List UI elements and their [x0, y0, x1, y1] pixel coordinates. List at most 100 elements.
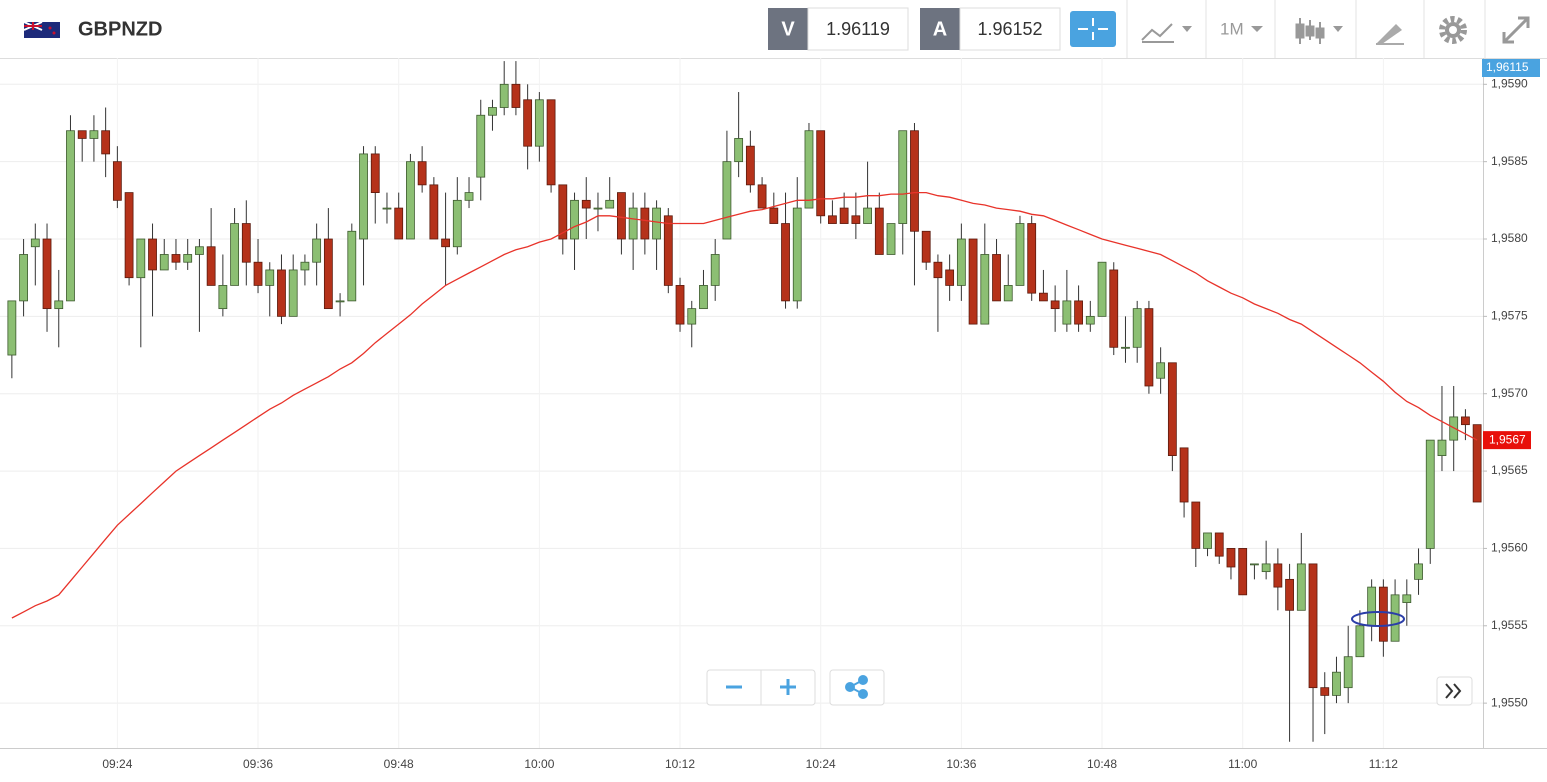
- candle-body: [898, 130, 908, 224]
- timeframe-caret: [1251, 26, 1263, 32]
- candle-body: [441, 238, 450, 248]
- candle-body: [1203, 532, 1212, 549]
- candle-body: [30, 238, 40, 248]
- candle-body: [230, 223, 239, 286]
- bid-tag-box: [1482, 59, 1540, 77]
- candle-body: [1121, 346, 1130, 349]
- candle-body: [745, 145, 755, 186]
- candle-body: [874, 207, 884, 255]
- x-tick-label: 09:24: [102, 757, 132, 771]
- candle-body: [265, 269, 275, 286]
- candle-body: [945, 269, 955, 286]
- candles-button[interactable]: [1295, 18, 1343, 44]
- last-price-box: [1483, 431, 1531, 450]
- buy-price: 1.96152: [977, 19, 1042, 39]
- candle-body: [992, 254, 1001, 302]
- candle-body: [675, 285, 685, 325]
- candle-body: [581, 199, 591, 209]
- candle-body: [1097, 261, 1107, 317]
- chart-type-button[interactable]: [1141, 23, 1192, 43]
- candle-body: [652, 207, 661, 240]
- candle-body: [406, 161, 415, 240]
- candle-body: [523, 99, 533, 147]
- candle-body: [1191, 501, 1201, 549]
- candle-body: [558, 184, 568, 240]
- fullscreen-button[interactable]: [1502, 16, 1530, 44]
- candle-body: [136, 238, 146, 279]
- candle-body: [1167, 362, 1177, 457]
- candle-body: [956, 238, 966, 286]
- x-tick-label: 10:00: [524, 757, 554, 771]
- candle-body: [288, 269, 298, 317]
- candle-body: [699, 285, 708, 310]
- candle-body: [382, 207, 392, 210]
- candle-body: [1296, 563, 1306, 611]
- timeframe[interactable]: 1M: [1220, 19, 1244, 38]
- candle-body: [1390, 594, 1400, 642]
- candle-body: [1378, 586, 1388, 642]
- candle-body: [499, 83, 509, 108]
- plot-area: 1,9550 1,9555 1,9560 1,9565 1,9570 1,9575 1,95…: [0, 58, 1528, 771]
- candle-body: [769, 207, 779, 224]
- x-tick-label: 09:48: [384, 757, 414, 771]
- candle-body: [886, 223, 896, 255]
- settings-button[interactable]: [1439, 16, 1467, 44]
- candle-body: [1261, 563, 1271, 573]
- y-tick-label: 1,9570: [1491, 386, 1528, 400]
- last-price-label: 1,9567: [1489, 432, 1526, 446]
- candle-body: [757, 184, 767, 209]
- candle-body: [734, 138, 744, 163]
- x-tick-label: 10:12: [665, 757, 695, 771]
- candle-body: [1238, 548, 1248, 596]
- candle-body: [359, 153, 368, 240]
- candle-body: [593, 207, 603, 210]
- candle-body: [218, 285, 228, 310]
- candle-body: [792, 207, 802, 302]
- x-tick-label: 10:48: [1087, 757, 1117, 771]
- candle-body: [1472, 424, 1482, 503]
- candle-body: [1308, 563, 1318, 689]
- y-tick-label: 1,9575: [1491, 309, 1528, 323]
- candle-body: [1285, 578, 1294, 611]
- candle-body: [7, 300, 17, 356]
- candle-body: [1015, 223, 1025, 286]
- moving-average-line: [11, 191, 1478, 619]
- candle-body: [101, 130, 111, 155]
- sell-box[interactable]: [768, 7, 909, 51]
- candle-body: [323, 238, 333, 310]
- scroll-end-button[interactable]: [1436, 676, 1473, 706]
- candle-body: [1402, 594, 1412, 603]
- zoom-in[interactable]: [780, 679, 796, 695]
- zoom-controls: [706, 669, 885, 706]
- candle-body: [1437, 439, 1447, 457]
- candle-body: [159, 254, 169, 271]
- bid-tag-label: 1,96115: [1486, 60, 1529, 74]
- candle-body: [1003, 285, 1013, 302]
- candle-body: [370, 153, 380, 193]
- candle-body: [1425, 439, 1435, 549]
- candle-body: [663, 215, 673, 286]
- candle-body: [511, 83, 521, 108]
- buy-box[interactable]: [920, 7, 1061, 51]
- candle-body: [19, 254, 28, 302]
- draw-button[interactable]: [1376, 24, 1404, 45]
- candle-body: [839, 207, 849, 224]
- candle-body: [1343, 656, 1353, 689]
- candle-body: [968, 238, 978, 325]
- candle-body: [546, 99, 556, 186]
- candle-body: [1414, 563, 1423, 580]
- candle-body: [464, 192, 474, 201]
- candle-body: [687, 308, 697, 325]
- crosshair-button[interactable]: [1070, 11, 1116, 47]
- candle-body: [171, 254, 181, 263]
- candle-body: [54, 300, 64, 310]
- candle-body: [1320, 687, 1330, 696]
- candle-body: [241, 223, 251, 263]
- candle-body: [417, 161, 427, 186]
- candle-body: [605, 199, 615, 209]
- candle-body: [89, 130, 99, 139]
- share-button[interactable]: [845, 675, 868, 699]
- flag: [23, 21, 60, 38]
- candle-body: [1050, 300, 1060, 310]
- candle-body: [1273, 563, 1283, 588]
